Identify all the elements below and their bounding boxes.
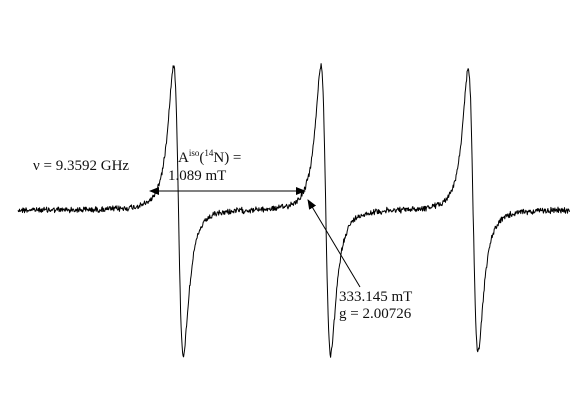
hyperfine-iso-superscript: iso [189,148,200,158]
hyperfine-label: Aiso(14N) = [178,148,241,166]
hyperfine-isotope-superscript: 14 [204,148,214,158]
g-value-label: g = 2.00726 [339,306,412,322]
center-field-pointer [307,199,361,288]
hyperfine-paren: ( [199,150,204,166]
center-field-label: 333.145 mT [339,289,412,305]
hyperfine-symbol: A [178,150,189,166]
frequency-label: ν = 9.3592 GHz [33,158,129,174]
hyperfine-element: N) = [213,150,241,166]
hyperfine-value: 1.089 mT [168,168,226,184]
spectrum-trace [17,63,570,358]
